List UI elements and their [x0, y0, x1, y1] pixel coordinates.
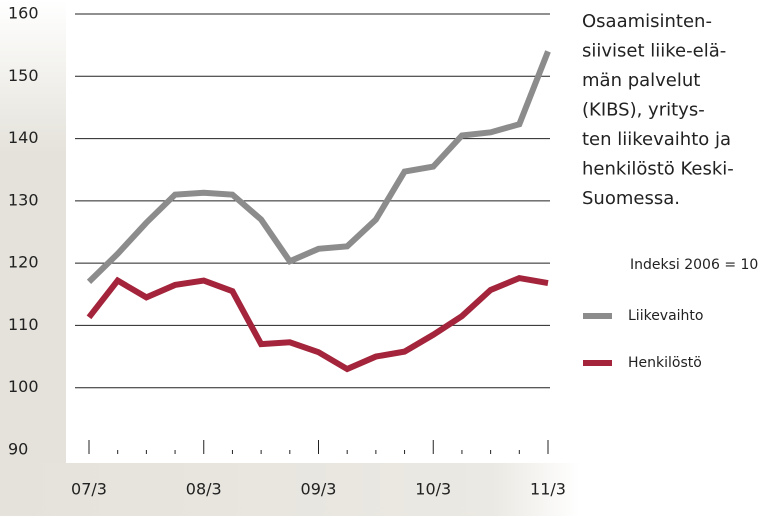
x-tick-label: 07/3 [71, 480, 107, 499]
y-tick-label: 110 [8, 315, 39, 334]
title-line: män palvelut [582, 70, 700, 91]
x-tick-label: 08/3 [186, 480, 222, 499]
title-line: (KIBS), yritys- [582, 100, 705, 121]
title-line: Suomessa. [582, 188, 680, 209]
legend-label: Henkilöstö [628, 355, 702, 371]
y-tick-label: 120 [8, 253, 39, 272]
x-tick-label: 10/3 [415, 480, 451, 499]
left-band [0, 0, 66, 516]
y-tick-label: 130 [8, 190, 39, 209]
series-line [86, 274, 549, 373]
y-tick-label: 160 [8, 4, 39, 23]
subtitle: Indeksi 2006 = 100 [630, 257, 758, 273]
x-tick-label: 09/3 [301, 480, 337, 499]
legend-label: Liikevaihto [628, 308, 703, 324]
title-line: siiviset liike-elä- [582, 41, 726, 62]
title-line: henkilöstö Keski- [582, 159, 734, 180]
title-line: Osaamisinten- [582, 11, 712, 32]
y-tick-label: 90 [8, 440, 28, 459]
bottom-band [0, 463, 580, 516]
y-tick-label: 140 [8, 128, 39, 147]
title-line: ten liikevaihto ja [582, 129, 731, 150]
y-tick-label: 100 [8, 377, 39, 396]
x-tick-label: 11/3 [530, 480, 566, 499]
y-tick-label: 150 [8, 66, 39, 85]
series-line [86, 50, 551, 284]
